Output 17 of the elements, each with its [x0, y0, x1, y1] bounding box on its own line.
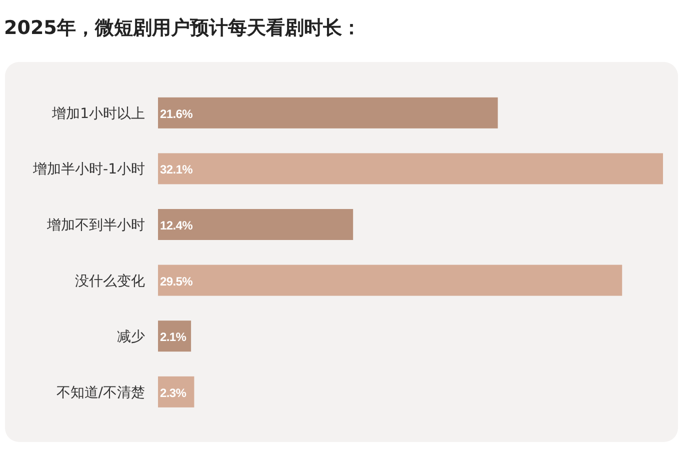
bar [158, 153, 663, 184]
y-tick-label: 减少 [117, 329, 145, 346]
y-tick-label: 增加半小时-1小时 [32, 162, 145, 178]
bar [158, 209, 354, 240]
chart-title: 2025年，微短剧用户预计每天看剧时长： [4, 17, 361, 39]
y-tick-label: 增加不到半小时 [46, 218, 145, 234]
data-label: 21.6% [160, 106, 194, 121]
y-tick-label: 增加1小时以上 [51, 106, 145, 122]
y-tick-label: 不知道/不清楚 [56, 384, 145, 401]
data-label: 2.3% [160, 386, 187, 400]
data-label: 2.1% [160, 330, 187, 344]
y-tick-label: 没什么变化 [75, 273, 145, 290]
bar [158, 264, 622, 296]
data-label: 12.4% [160, 218, 194, 232]
bar [158, 97, 498, 128]
data-label: 32.1% [160, 162, 194, 177]
data-label: 29.5% [160, 274, 194, 288]
